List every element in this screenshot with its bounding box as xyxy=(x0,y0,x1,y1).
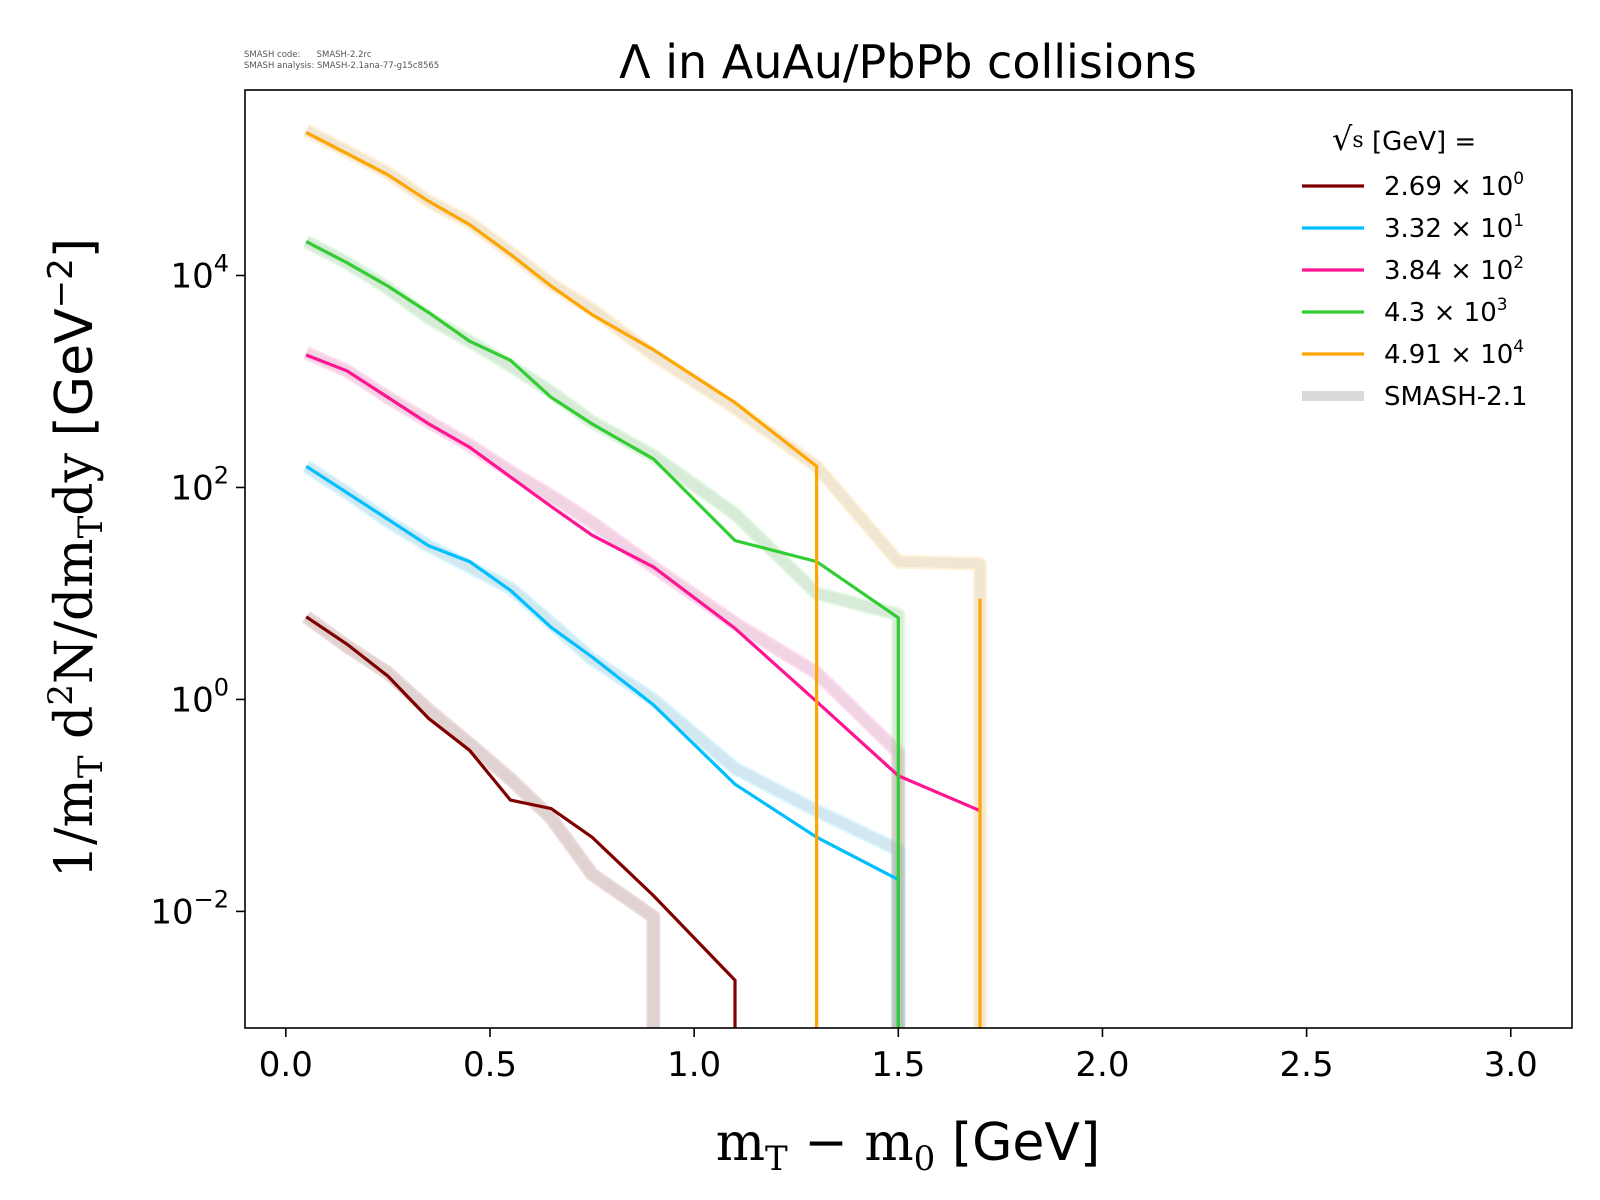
x-tick-label: 0.0 xyxy=(259,1045,313,1085)
reference-line-3 xyxy=(302,235,906,1028)
series-line-4 xyxy=(305,130,819,1028)
reference-line-shade-0 xyxy=(303,612,659,1028)
x-tick-label: 2.5 xyxy=(1280,1045,1334,1085)
reference-series-layer xyxy=(302,124,987,1028)
y-tick-label: 102 xyxy=(170,461,229,508)
y-tick-label: 10−2 xyxy=(150,885,229,932)
legend-label-2: 3.84 × 102 xyxy=(1384,253,1524,286)
reference-line-shade-4 xyxy=(303,125,985,1028)
legend-title: √s [GeV] = xyxy=(1332,120,1476,158)
x-tick-label: 3.0 xyxy=(1484,1045,1538,1085)
legend: √s [GeV] = 2.69 × 100 3.32 × 101 3.84 × 10… xyxy=(1302,120,1528,412)
reference-line-1 xyxy=(302,460,906,1028)
x-tick-label: 1.5 xyxy=(871,1045,925,1085)
reference-line-0 xyxy=(302,611,661,1028)
x-tick-label: 0.5 xyxy=(463,1045,517,1085)
series-line-1 xyxy=(305,464,900,1028)
watermark: SMASH code: SMASH-2.2rc SMASH analysis: S… xyxy=(244,50,439,72)
legend-label-1: 3.32 × 101 xyxy=(1384,211,1524,244)
legend-label-5: SMASH-2.1 xyxy=(1384,382,1528,412)
series-layer xyxy=(305,130,982,1028)
reference-line-shade-1 xyxy=(303,462,904,1028)
watermark-line2: SMASH analysis: SMASH-2.1ana-77-g15c8565 xyxy=(244,61,440,71)
series-line-0 xyxy=(305,615,737,1028)
x-tick-label: 2.0 xyxy=(1075,1045,1129,1085)
y-axis-ticks: 104 102 100 10−2 xyxy=(150,249,245,932)
plot-frame xyxy=(244,89,1573,1029)
legend-label-0: 2.69 × 100 xyxy=(1384,169,1524,202)
legend-label-3: 4.3 × 103 xyxy=(1384,295,1508,328)
reference-line-4 xyxy=(302,124,987,1028)
y-tick-label: 104 xyxy=(170,249,229,296)
watermark-line1: SMASH code: SMASH-2.2rc xyxy=(244,50,372,60)
x-axis-ticks: 0.0 0.5 1.0 1.5 2.0 2.5 3.0 xyxy=(259,1028,1538,1085)
x-tick-label: 1.0 xyxy=(667,1045,721,1085)
chart-title: Λ in AuAu/PbPb collisions xyxy=(619,35,1197,89)
series-line-3 xyxy=(305,240,900,1028)
x-axis-label: mT − m0 [GeV] xyxy=(716,1113,1101,1179)
y-axis-label: 1/mT d2N/dmTdy [GeV−2] xyxy=(41,238,111,878)
y-tick-label: 100 xyxy=(170,673,229,720)
reference-line-shade-3 xyxy=(303,237,904,1028)
legend-label-4: 4.91 × 104 xyxy=(1384,337,1524,370)
